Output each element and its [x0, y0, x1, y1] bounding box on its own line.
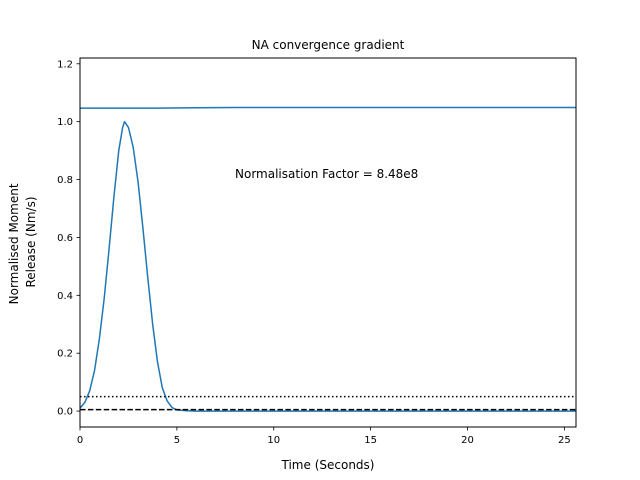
y-tick-label: 0.2 — [57, 349, 73, 360]
y-axis-label-line-2: Release (Nm/s) — [24, 196, 38, 287]
y-tick-label: 0.6 — [57, 233, 73, 244]
x-tick-label: 5 — [174, 435, 180, 446]
x-tick-label: 0 — [77, 435, 83, 446]
x-tick-label: 20 — [461, 435, 474, 446]
y-axis-label-line-1: Normalised Moment — [7, 183, 21, 304]
y-tick-label: 0.8 — [57, 175, 73, 186]
normalisation-annotation: Normalisation Factor = 8.48e8 — [235, 167, 418, 181]
series-layer — [80, 106, 576, 412]
chart-title: NA convergence gradient — [252, 38, 405, 52]
x-tick-label: 10 — [267, 435, 280, 446]
x-tick-label: 25 — [558, 435, 571, 446]
y-tick-label: 0.0 — [57, 407, 73, 418]
axes-frame — [79, 57, 577, 428]
plot-area — [79, 57, 577, 428]
y-tick-label: 0.4 — [57, 291, 73, 302]
y-tick-label: 1.0 — [57, 117, 73, 128]
x-axis-label: Time (Seconds) — [281, 458, 375, 472]
series-line-1 — [80, 106, 576, 109]
y-axis-label: Normalised Moment Release (Nm/s) — [7, 180, 38, 305]
x-axis-ticks: 0 5 10 15 20 25 — [77, 427, 571, 446]
y-axis-ticks: 0.0 0.2 0.4 0.6 0.8 1.0 1.2 — [57, 59, 80, 418]
series-line-2 — [80, 120, 576, 412]
y-tick-label: 1.2 — [57, 59, 73, 70]
x-tick-label: 15 — [364, 435, 377, 446]
